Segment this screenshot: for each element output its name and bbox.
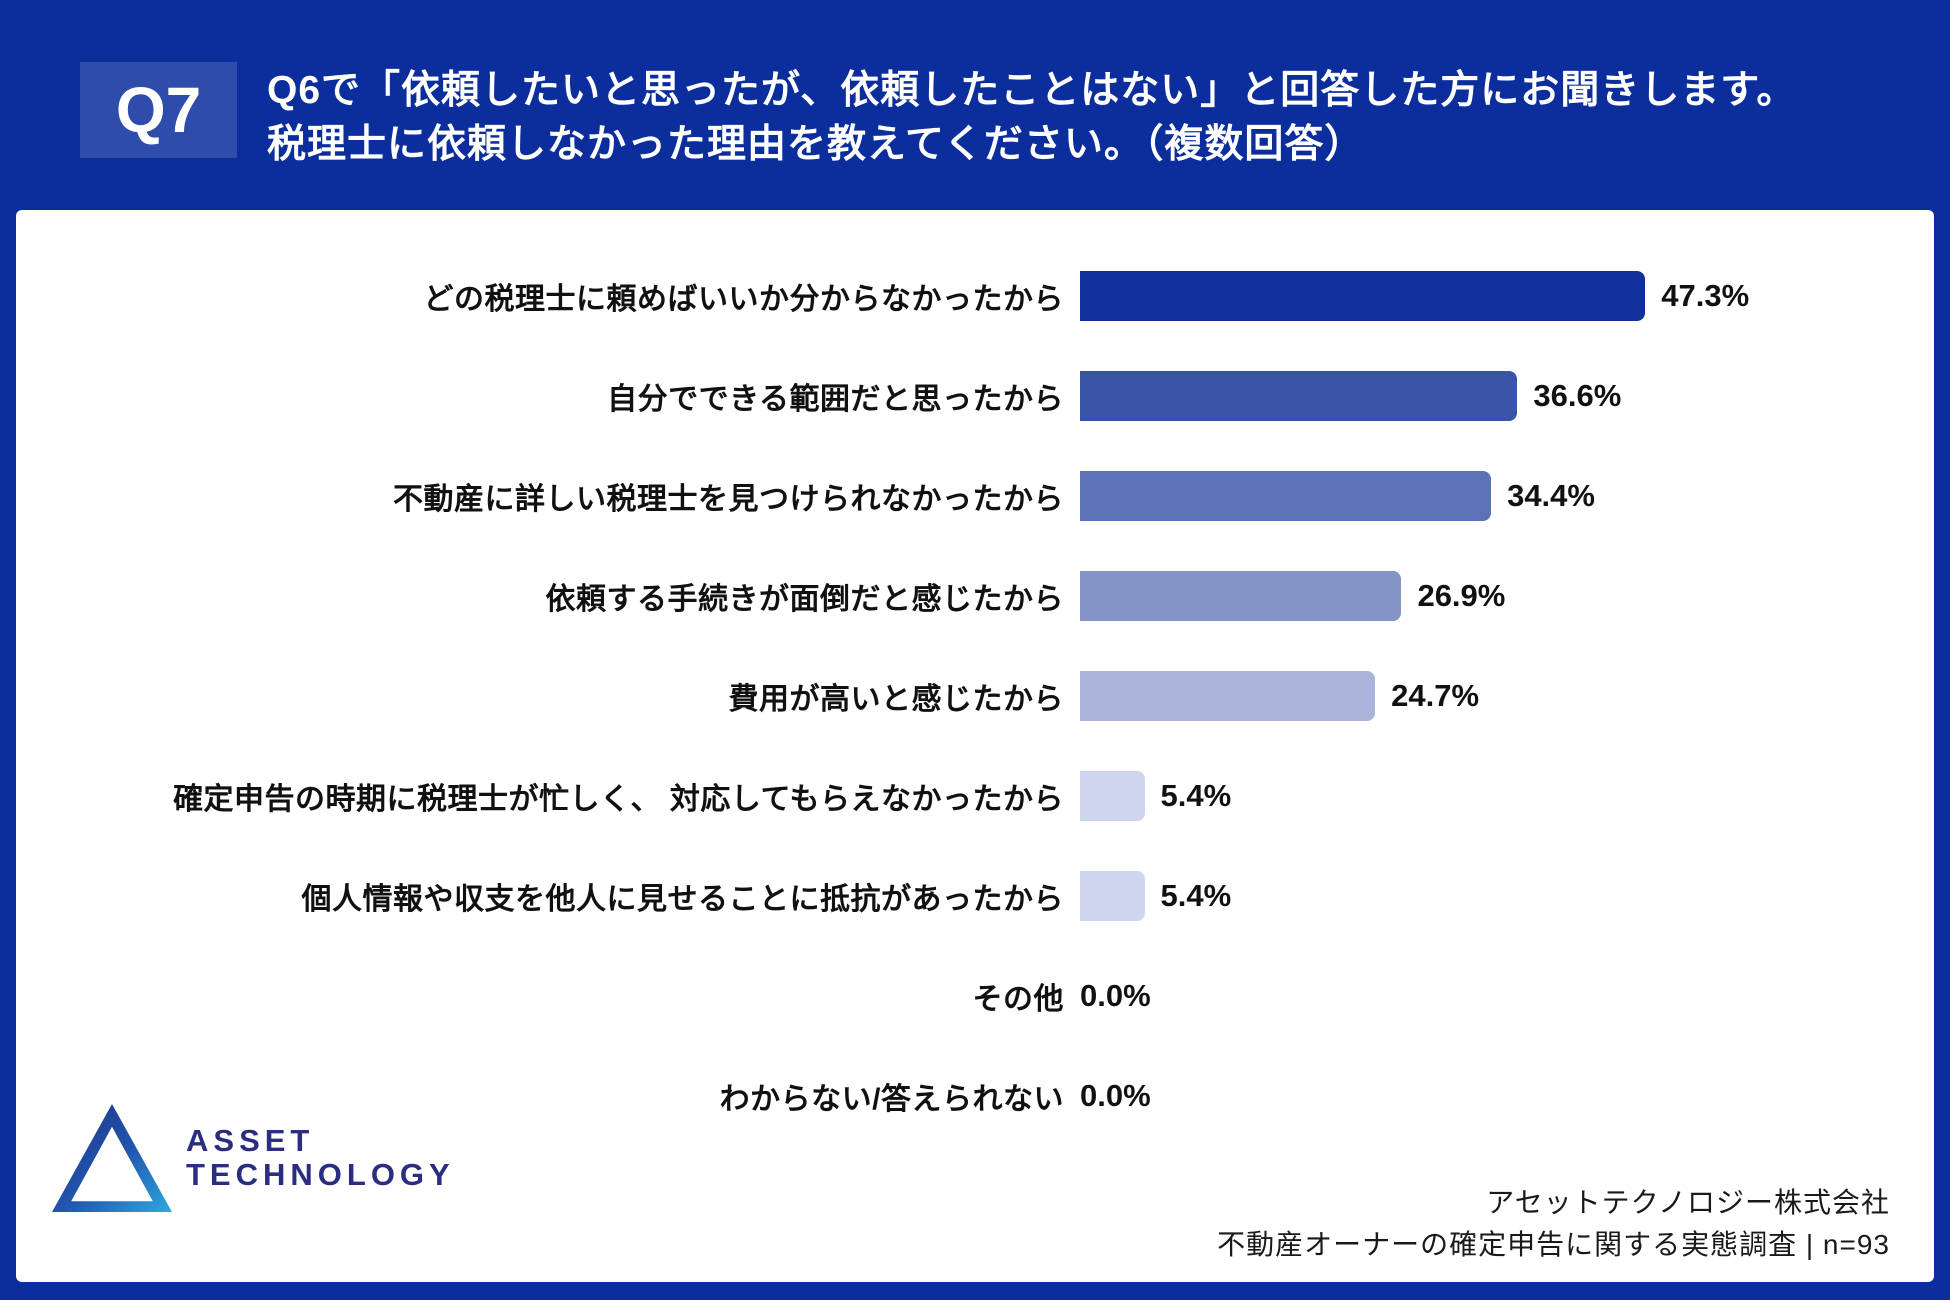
category-label: 自分でできる範囲だと思ったから <box>607 383 1064 416</box>
chart-row: その他 0.0% <box>16 946 1934 1046</box>
bar-area: 36.6% <box>1064 346 1934 446</box>
value-label: 5.4% <box>1160 878 1232 913</box>
value-label: 34.4% <box>1507 478 1595 513</box>
chart-row: 不動産に詳しい税理士を見つけられなかったから 34.4% <box>16 446 1934 546</box>
value-label: 0.0% <box>1080 1078 1151 1113</box>
value-label: 47.3% <box>1661 278 1750 313</box>
logo-text-line2: TECHNOLOGY <box>186 1157 455 1192</box>
bar <box>1080 271 1646 321</box>
bar-area: 34.4% <box>1064 446 1934 546</box>
company-logo: ASSET TECHNOLOGY <box>52 1104 455 1212</box>
bar-area: 5.4% <box>1064 746 1934 846</box>
question-header: Q7 Q6で「依頼したいと思ったが、依頼したことはない」と回答した方にお聞きしま… <box>0 0 1950 210</box>
bar-area: 5.4% <box>1064 846 1934 946</box>
bar-chart: どの税理士に頼めばいいか分からなかったから 47.3% 自分でできる範囲だと思ったか… <box>16 246 1934 1146</box>
footer-survey-name: 不動産オーナーの確定申告に関する実態調査 | n=93 <box>1217 1229 1890 1260</box>
chart-row: 確定申告の時期に税理士が忙しく、 対応してもらえなかったから 5.4% <box>16 746 1934 846</box>
value-label: 0.0% <box>1080 978 1151 1013</box>
bar <box>1080 671 1376 721</box>
value-label: 24.7% <box>1391 678 1480 713</box>
category-label: わからない/答えられない <box>719 1083 1064 1116</box>
bar <box>1080 471 1492 521</box>
chart-row: 個人情報や収支を他人に見せることに抵抗があったから 5.4% <box>16 846 1934 946</box>
chart-card: どの税理士に頼めばいいか分からなかったから 47.3% 自分でできる範囲だと思ったか… <box>16 210 1934 1282</box>
logo-wordmark: ASSET TECHNOLOGY <box>186 1124 455 1192</box>
category-label: どの税理士に頼めばいいか分からなかったから <box>423 283 1064 316</box>
bar <box>1080 371 1518 421</box>
bar <box>1080 771 1145 821</box>
chart-row: 費用が高いと感じたから 24.7% <box>16 646 1934 746</box>
source-note: アセットテクノロジー株式会社 不動産オーナーの確定申告に関する実態調査 | n=… <box>1217 1182 1890 1266</box>
bar-area: 0.0% <box>1064 1046 1934 1146</box>
category-label: 不動産に詳しい税理士を見つけられなかったから <box>393 483 1064 516</box>
category-label: 依頼する手続きが面倒だと感じたから <box>545 583 1064 616</box>
category-label: 確定申告の時期に税理士が忙しく、 対応してもらえなかったから <box>173 783 1064 816</box>
chart-row: わからない/答えられない 0.0% <box>16 1046 1934 1146</box>
bar-area: 0.0% <box>1064 946 1934 1046</box>
value-label: 36.6% <box>1533 378 1622 413</box>
category-label: その他 <box>972 983 1064 1016</box>
chart-row: 依頼する手続きが面倒だと感じたから 26.9% <box>16 546 1934 646</box>
category-label: 費用が高いと感じたから <box>728 683 1064 716</box>
value-label: 5.4% <box>1160 778 1232 813</box>
question-badge: Q7 <box>80 62 237 158</box>
logo-triangle-icon <box>52 1104 172 1212</box>
footer-company-name: アセットテクノロジー株式会社 <box>1486 1187 1890 1218</box>
question-title: Q6で「依頼したいと思ったが、依頼したことはない」と回答した方にお聞きします。 … <box>267 62 1796 172</box>
question-title-line-2: 税理士に依頼しなかった理由を教えてください。（複数回答） <box>267 123 1365 166</box>
chart-row: どの税理士に頼めばいいか分からなかったから 47.3% <box>16 246 1934 346</box>
bar-area: 26.9% <box>1064 546 1934 646</box>
bar-area: 24.7% <box>1064 646 1934 746</box>
logo-text-line1: ASSET <box>186 1123 315 1158</box>
value-label: 26.9% <box>1417 578 1506 613</box>
question-title-line-1: Q6で「依頼したいと思ったが、依頼したことはない」と回答した方にお聞きします。 <box>267 69 1797 112</box>
bar <box>1080 571 1402 621</box>
bar <box>1080 871 1145 921</box>
bar-area: 47.3% <box>1064 246 1934 346</box>
chart-row: 自分でできる範囲だと思ったから 36.6% <box>16 346 1934 446</box>
category-label: 個人情報や収支を他人に見せることに抵抗があったから <box>301 883 1064 916</box>
